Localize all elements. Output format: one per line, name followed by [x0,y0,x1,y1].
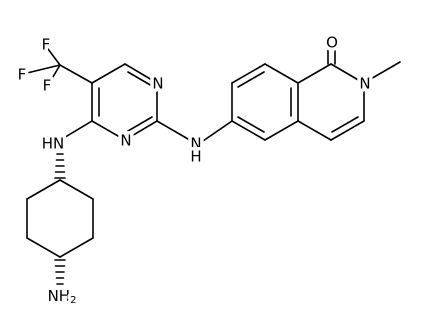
atom-label: HN [42,135,65,153]
atom-label: H [190,148,201,166]
atom-label: F [18,66,27,84]
atom-label: N [359,75,370,93]
atom-label: NH2 [48,287,77,307]
atom-label: N [190,135,201,153]
atom-subscript: 2 [70,295,76,306]
bonds [26,48,401,258]
atom-label: N [120,132,131,150]
atom-label: F [42,36,51,54]
atom-label: F [43,77,52,95]
atom-text: NH [48,287,71,305]
hashed-bonds [54,153,66,285]
atom-labels: F F F N N HN N H O N NH2 [14,30,374,310]
atom-label: O [326,34,338,52]
atom-label: N [152,75,163,93]
